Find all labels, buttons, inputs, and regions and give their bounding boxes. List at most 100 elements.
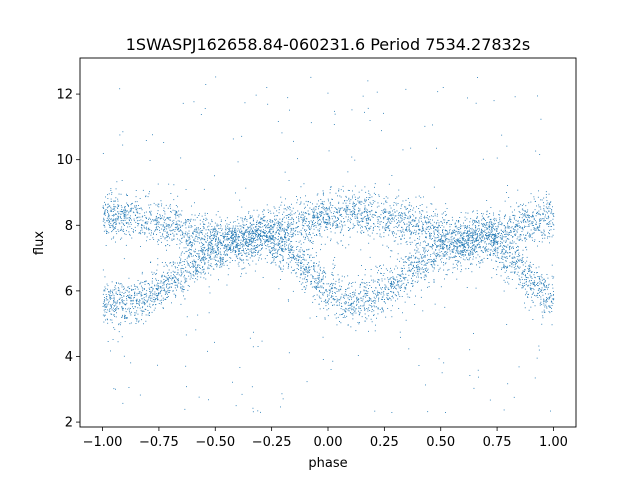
data-point bbox=[196, 269, 198, 271]
data-point bbox=[520, 260, 522, 261]
data-point bbox=[356, 304, 357, 306]
data-point bbox=[538, 241, 540, 242]
data-point bbox=[291, 249, 293, 250]
data-point bbox=[497, 228, 498, 230]
data-point bbox=[249, 244, 250, 245]
data-point bbox=[279, 230, 280, 232]
data-point bbox=[382, 299, 383, 300]
data-point bbox=[207, 254, 208, 256]
data-point bbox=[309, 229, 311, 231]
data-point bbox=[177, 269, 179, 271]
data-point bbox=[297, 264, 299, 266]
data-point bbox=[232, 260, 233, 261]
data-point bbox=[405, 214, 406, 216]
data-point bbox=[244, 216, 246, 217]
data-point bbox=[508, 283, 510, 285]
data-point bbox=[327, 315, 329, 317]
data-point bbox=[493, 244, 495, 246]
data-point bbox=[525, 265, 527, 267]
data-point bbox=[155, 215, 157, 217]
data-point bbox=[372, 230, 374, 231]
data-point bbox=[280, 254, 282, 256]
data-point bbox=[339, 314, 341, 316]
data-point bbox=[156, 222, 158, 224]
data-point bbox=[514, 218, 515, 220]
data-point bbox=[494, 229, 496, 231]
data-point bbox=[165, 280, 166, 281]
data-point bbox=[388, 247, 389, 249]
data-point bbox=[314, 281, 315, 282]
data-point bbox=[479, 244, 481, 246]
data-point bbox=[352, 308, 354, 310]
data-point bbox=[396, 276, 398, 278]
data-point bbox=[347, 287, 349, 289]
data-point bbox=[411, 224, 413, 225]
data-point bbox=[293, 257, 294, 258]
data-point bbox=[322, 217, 324, 219]
data-point bbox=[298, 221, 300, 222]
data-point bbox=[167, 279, 169, 281]
data-point bbox=[375, 265, 377, 267]
data-point bbox=[531, 294, 533, 295]
data-point bbox=[449, 242, 451, 244]
data-point bbox=[386, 227, 388, 229]
data-point bbox=[361, 230, 363, 232]
data-point bbox=[466, 227, 468, 229]
data-point bbox=[355, 308, 357, 310]
data-point bbox=[291, 259, 293, 261]
data-point bbox=[501, 269, 502, 270]
data-point bbox=[385, 316, 387, 318]
data-point bbox=[174, 282, 176, 283]
data-point bbox=[343, 208, 345, 210]
data-point bbox=[214, 264, 216, 266]
data-point bbox=[132, 300, 134, 302]
data-point bbox=[273, 253, 275, 254]
data-point bbox=[245, 232, 246, 233]
data-point bbox=[504, 271, 506, 273]
data-point bbox=[548, 210, 550, 212]
data-point bbox=[379, 223, 381, 225]
data-point bbox=[321, 292, 323, 294]
data-point bbox=[384, 226, 386, 228]
data-point bbox=[284, 236, 285, 238]
data-point bbox=[154, 291, 156, 293]
data-point bbox=[304, 223, 306, 224]
data-point bbox=[380, 268, 382, 269]
data-point bbox=[462, 234, 464, 236]
data-point bbox=[308, 265, 310, 267]
data-point bbox=[519, 281, 521, 283]
data-point bbox=[339, 321, 340, 322]
data-point bbox=[296, 255, 298, 257]
data-point bbox=[344, 317, 346, 318]
data-point bbox=[251, 224, 252, 226]
data-point bbox=[435, 254, 437, 256]
data-point bbox=[464, 243, 466, 244]
data-point bbox=[536, 221, 537, 223]
data-point bbox=[342, 317, 344, 318]
data-point bbox=[481, 236, 483, 238]
data-point bbox=[488, 226, 490, 228]
data-point bbox=[504, 253, 506, 255]
data-point bbox=[359, 201, 361, 203]
data-point bbox=[232, 232, 234, 234]
data-point bbox=[468, 225, 470, 227]
data-point bbox=[393, 202, 395, 203]
data-point bbox=[359, 293, 360, 295]
data-point bbox=[452, 263, 454, 265]
data-point bbox=[522, 282, 524, 284]
data-point bbox=[297, 256, 299, 258]
data-point bbox=[359, 322, 360, 323]
data-point bbox=[196, 279, 198, 281]
data-point bbox=[151, 297, 153, 299]
data-point bbox=[288, 249, 290, 251]
data-point bbox=[181, 251, 183, 253]
data-point bbox=[246, 224, 247, 225]
data-point bbox=[419, 217, 421, 219]
data-point bbox=[237, 248, 239, 250]
data-point bbox=[139, 292, 141, 294]
data-point bbox=[208, 243, 210, 245]
data-point bbox=[462, 249, 464, 251]
data-point bbox=[414, 267, 416, 268]
data-point bbox=[490, 223, 492, 225]
data-point bbox=[367, 310, 369, 312]
